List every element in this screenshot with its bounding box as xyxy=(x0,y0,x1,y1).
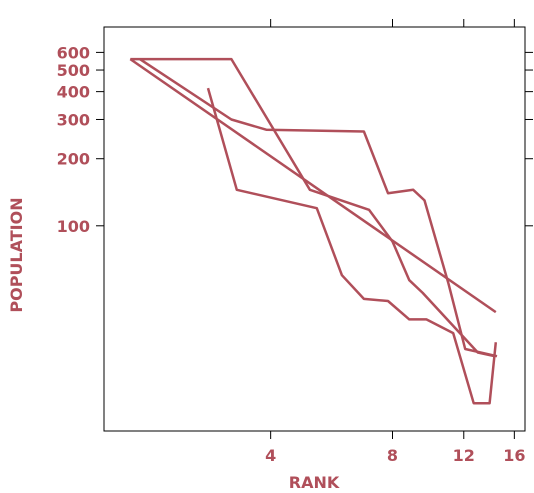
series-line-2 xyxy=(139,58,498,358)
axis-ticks xyxy=(96,19,533,439)
plot-frame xyxy=(103,26,526,432)
y-axis-title: POPULATION xyxy=(7,197,26,312)
series-line-4 xyxy=(129,58,497,314)
y-tick-label: 300 xyxy=(57,110,90,129)
y-tick-label: 500 xyxy=(57,61,90,80)
y-tick-label: 100 xyxy=(57,217,90,236)
x-tick-label: 16 xyxy=(503,446,525,465)
x-tick-label: 4 xyxy=(265,446,276,465)
x-tick-label: 8 xyxy=(387,446,398,465)
series-line-3 xyxy=(206,87,498,405)
x-tick-label: 12 xyxy=(453,446,475,465)
y-tick-label: 600 xyxy=(57,43,90,62)
series-lines xyxy=(129,57,498,405)
y-tick-label: 400 xyxy=(57,83,90,102)
y-tick-label: 200 xyxy=(57,150,90,169)
x-axis-title: RANK xyxy=(289,473,340,492)
